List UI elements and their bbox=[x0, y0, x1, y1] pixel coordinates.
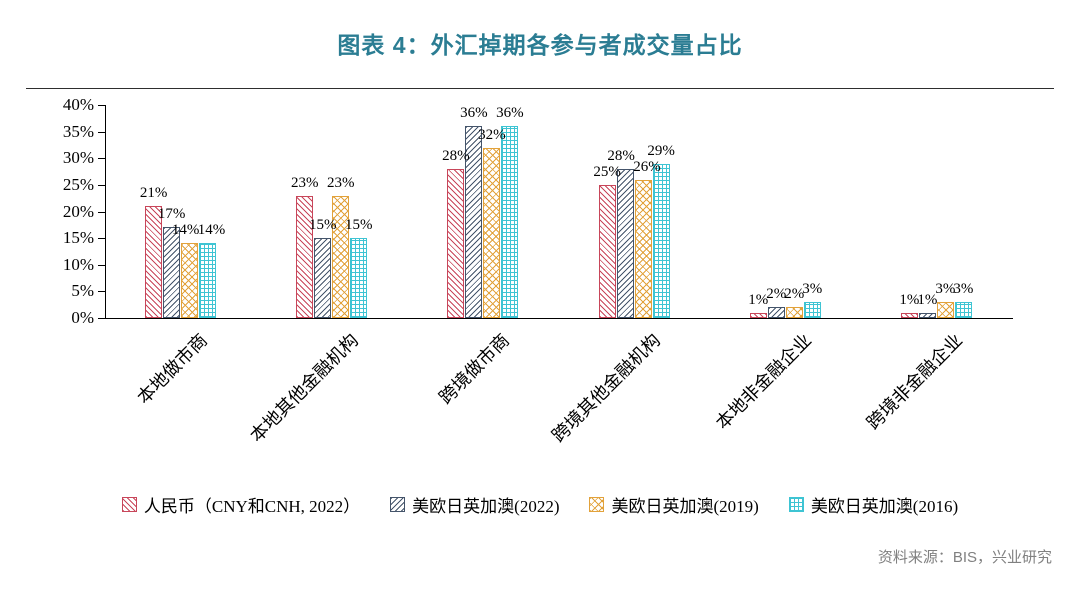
legend-label: 美欧日英加澳(2019) bbox=[611, 497, 759, 516]
value-label: 3% bbox=[802, 281, 823, 298]
bar bbox=[447, 168, 465, 318]
y-axis-tick bbox=[98, 184, 105, 186]
legend-item: 人民币（CNY和CNH, 2022） bbox=[121, 492, 361, 517]
value-label: 17% bbox=[157, 206, 186, 223]
value-label: 14% bbox=[171, 222, 200, 239]
value-label: 36% bbox=[496, 105, 524, 122]
legend-label: 美欧日英加澳(2016) bbox=[810, 497, 959, 516]
y-axis-tick bbox=[98, 158, 105, 160]
y-axis-tick-label: 40% bbox=[62, 95, 94, 114]
bar bbox=[803, 302, 821, 318]
bar bbox=[332, 195, 350, 318]
legend-swatch-icon bbox=[788, 497, 804, 512]
bar bbox=[936, 302, 954, 318]
chart-title: 图表 4：外汇掉期各参与者成交量占比 bbox=[337, 32, 743, 58]
value-label: 21% bbox=[139, 185, 168, 202]
value-label: 23% bbox=[327, 174, 355, 191]
value-label: 15% bbox=[309, 217, 337, 234]
y-axis-tick bbox=[98, 131, 105, 133]
value-label: 2% bbox=[766, 286, 787, 303]
y-axis-tick bbox=[98, 211, 105, 213]
value-label: 14% bbox=[197, 222, 226, 239]
category-label: 跨境做市商 bbox=[435, 330, 514, 408]
y-axis-tick bbox=[98, 291, 105, 293]
value-label: 28% bbox=[607, 147, 635, 164]
legend-swatch-icon bbox=[390, 497, 406, 512]
bar bbox=[314, 238, 332, 318]
y-axis-tick-label: 10% bbox=[62, 254, 94, 274]
y-axis-tick-label: 25% bbox=[62, 174, 94, 194]
y-axis-tick-label: 30% bbox=[62, 148, 94, 168]
category-label: 本地做市商 bbox=[132, 330, 211, 408]
legend-label: 人民币（CNY和CNH, 2022） bbox=[143, 497, 361, 516]
bar bbox=[199, 243, 217, 318]
y-axis-tick bbox=[98, 105, 105, 106]
chart-legend: 人民币（CNY和CNH, 2022） 美欧日英加澳(2022) 美欧日英加澳(201… bbox=[0, 492, 1080, 517]
category-label: 跨境非金融企业 bbox=[863, 330, 967, 434]
value-label: 36% bbox=[460, 105, 488, 122]
x-axis-line bbox=[105, 318, 1013, 319]
y-axis-tick-label: 5% bbox=[71, 281, 94, 301]
value-label: 2% bbox=[784, 286, 805, 303]
bar bbox=[900, 312, 918, 318]
bar bbox=[181, 243, 199, 318]
value-label: 32% bbox=[478, 126, 506, 143]
value-label: 1% bbox=[917, 291, 938, 308]
bar bbox=[767, 307, 785, 318]
y-axis-tick-label: 0% bbox=[71, 308, 94, 327]
y-axis-tick bbox=[98, 264, 105, 266]
value-label: 28% bbox=[442, 147, 470, 164]
category-label: 本地非金融企业 bbox=[712, 330, 816, 434]
bar bbox=[163, 227, 181, 318]
bar bbox=[483, 147, 501, 318]
legend-swatch-icon bbox=[121, 497, 137, 512]
y-axis-tick bbox=[98, 318, 105, 319]
legend-swatch-icon bbox=[589, 497, 605, 512]
y-axis-tick-label: 15% bbox=[62, 228, 94, 248]
y-axis-tick-label: 20% bbox=[62, 201, 94, 221]
bar bbox=[652, 163, 670, 318]
value-label: 23% bbox=[291, 174, 319, 191]
bar bbox=[785, 307, 803, 318]
category-label: 本地其他金融机构 bbox=[245, 330, 362, 446]
value-label: 3% bbox=[935, 281, 956, 298]
bar bbox=[634, 179, 652, 318]
legend-label: 美欧日英加澳(2022) bbox=[412, 497, 560, 516]
value-label: 26% bbox=[633, 158, 661, 175]
title-divider bbox=[26, 88, 1054, 89]
bar bbox=[350, 238, 368, 318]
source-note: 资料来源：BIS，兴业研究 bbox=[877, 549, 1052, 566]
legend-item: 美欧日英加澳(2019) bbox=[589, 492, 759, 517]
bar bbox=[918, 312, 936, 318]
bar bbox=[296, 195, 314, 318]
bar bbox=[465, 126, 483, 318]
bar bbox=[954, 302, 972, 318]
value-label: 1% bbox=[899, 291, 920, 308]
y-axis-tick bbox=[98, 238, 105, 240]
value-label: 29% bbox=[647, 142, 675, 159]
legend-item: 美欧日英加澳(2016) bbox=[788, 492, 959, 517]
bar bbox=[598, 184, 616, 318]
category-label: 跨境其他金融机构 bbox=[548, 330, 665, 446]
bar bbox=[145, 206, 163, 318]
y-axis-line bbox=[105, 105, 106, 318]
value-label: 1% bbox=[748, 291, 769, 308]
value-label: 25% bbox=[593, 163, 621, 180]
bar bbox=[616, 168, 634, 318]
value-label: 15% bbox=[345, 217, 373, 234]
bar bbox=[749, 312, 767, 318]
legend-item: 美欧日英加澳(2022) bbox=[390, 492, 559, 517]
bar bbox=[501, 126, 519, 318]
value-label: 3% bbox=[953, 281, 974, 298]
y-axis-tick-label: 35% bbox=[62, 121, 94, 141]
